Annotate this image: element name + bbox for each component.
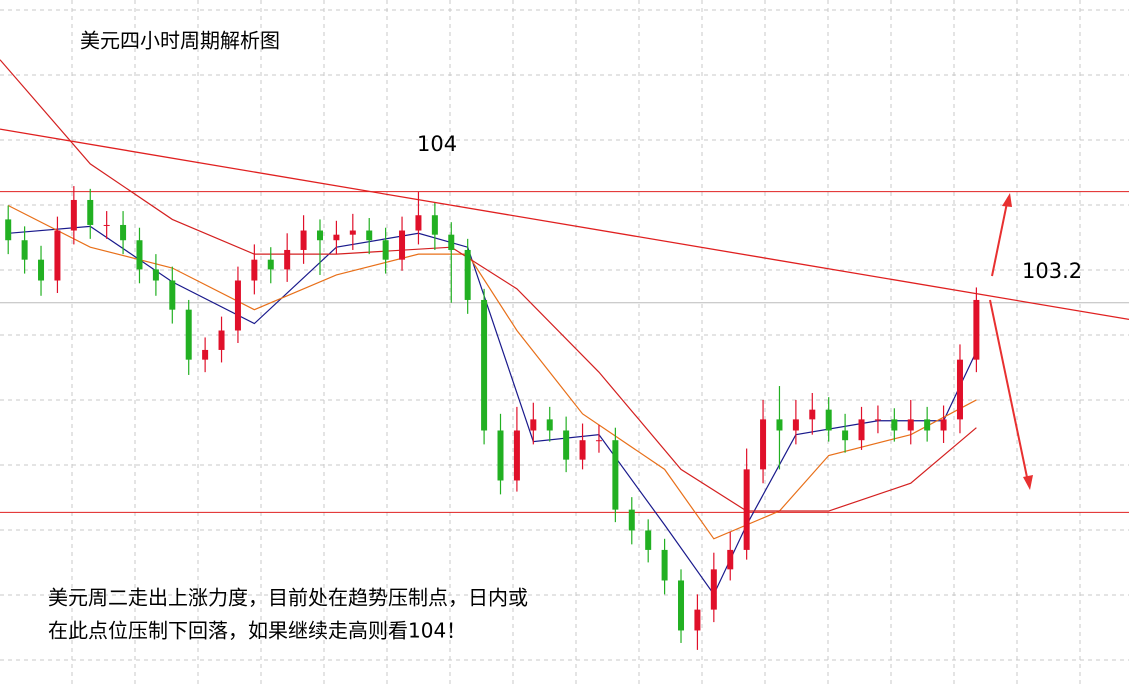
moving-average [7, 204, 977, 540]
candle-body [907, 419, 914, 431]
candle-body [874, 419, 881, 421]
candle-body [530, 419, 537, 431]
candle-body [21, 240, 28, 260]
candle-body [169, 280, 176, 310]
candle-body [645, 530, 652, 550]
up-arrow [991, 197, 1009, 277]
candle-body [152, 269, 159, 281]
candle-body [628, 509, 635, 531]
candle-body [612, 440, 619, 510]
down-arrow [989, 299, 1029, 483]
candle-body [842, 430, 849, 441]
candle-body [5, 219, 12, 241]
candle-body [448, 234, 455, 250]
candle-body [87, 199, 94, 225]
candle-body [563, 430, 570, 460]
candle-body [973, 299, 980, 360]
candle-body [579, 440, 586, 460]
candle-body [70, 199, 77, 231]
candle-body [185, 309, 192, 360]
candle-body [218, 330, 225, 350]
moving-average [0, 59, 977, 512]
up-arrow-head [1002, 193, 1012, 207]
candle-body [513, 430, 520, 481]
candle-body [497, 430, 504, 481]
candle-body [38, 259, 45, 281]
resistance-label: 104 [417, 132, 457, 156]
candle-body [956, 359, 963, 420]
candle-body [464, 249, 471, 300]
candle-body [891, 419, 898, 431]
candle-body [940, 419, 947, 431]
candle-body [333, 234, 340, 241]
candle-body [366, 230, 373, 241]
candle-body [316, 230, 323, 241]
candle-body [678, 580, 685, 631]
note-line: 美元周二走出上涨力度，目前处在趋势压制点，日内或 [48, 586, 528, 610]
candle-body [595, 440, 602, 442]
candle-body [136, 240, 143, 270]
candle-body [776, 419, 783, 431]
plot [0, 59, 1129, 650]
candle-body [760, 419, 767, 470]
candle-body [120, 224, 127, 241]
candle-body [481, 299, 488, 431]
note-line: 在此点位压制下回落，如果继续走高则看104！ [48, 619, 466, 643]
candle-body [924, 419, 931, 431]
candle-body [727, 549, 734, 570]
candle-body [300, 230, 307, 250]
candle-body [349, 230, 356, 235]
candle-body [431, 215, 438, 235]
down-arrow-head [1023, 475, 1033, 490]
candle-body [234, 280, 241, 331]
candle-body [694, 609, 701, 631]
candle-body [415, 215, 422, 231]
candle-body [792, 419, 799, 431]
candle-body [546, 419, 553, 431]
candle-body [661, 549, 668, 581]
candle-body [825, 409, 832, 431]
candle-body [858, 419, 865, 441]
candle-body [399, 230, 406, 260]
target-label: 103.2 [1022, 259, 1082, 283]
candle-body [267, 259, 274, 270]
candle-body [284, 249, 291, 270]
candle-body [103, 224, 110, 226]
candle-body [251, 259, 258, 281]
candle-body [54, 230, 61, 281]
candle-body [743, 469, 750, 550]
chart-title: 美元四小时周期解析图 [80, 29, 280, 53]
trendline [0, 128, 1129, 321]
candle-body [710, 569, 717, 610]
candle-body [382, 240, 389, 260]
candle-body [809, 409, 816, 420]
candle-body [202, 349, 209, 360]
